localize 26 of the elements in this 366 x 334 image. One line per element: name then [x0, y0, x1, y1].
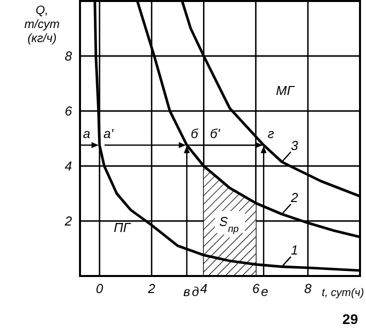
y-tick-label: 2 — [64, 214, 73, 229]
y-tick-label: 8 — [64, 48, 73, 64]
series-label: 1 — [290, 242, 298, 258]
y-tick-label: 4 — [64, 158, 72, 174]
annotation: б' — [210, 126, 220, 142]
annotation: S$_{пр}$ — [219, 214, 240, 234]
annotation: б — [190, 126, 199, 142]
y-axis-title: Q, т/сут (кг/ч) — [24, 3, 60, 45]
x-tick-label: 8 — [304, 281, 312, 296]
annotation: ПГ — [114, 220, 132, 235]
text: 29 — [342, 311, 358, 327]
x-tick-label: 0 — [96, 281, 104, 296]
y-tick-label: 6 — [64, 104, 73, 119]
annotation: а — [83, 126, 90, 142]
x-tick-label: 6 — [252, 281, 260, 296]
x-axis-title: t, сут(ч) — [322, 287, 364, 299]
series-label: 2 — [290, 190, 299, 206]
text: д — [192, 284, 199, 299]
x-tick-label: 4 — [200, 281, 208, 296]
annotation: а' — [104, 126, 114, 142]
text: е — [261, 284, 268, 299]
text: в — [183, 284, 190, 299]
x-tick-label: 2 — [147, 281, 156, 296]
annotation: МГ — [276, 83, 295, 98]
legend-label: 3 — [290, 138, 299, 153]
annotation: г — [268, 126, 275, 142]
